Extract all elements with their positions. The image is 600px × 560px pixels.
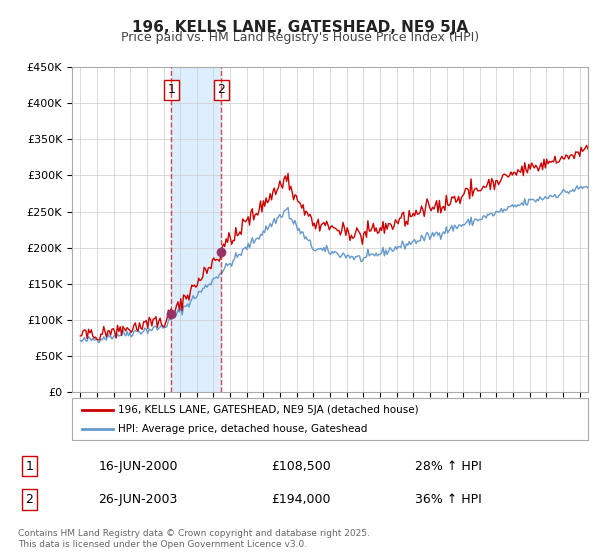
- Text: 2: 2: [25, 493, 33, 506]
- Bar: [171, 67, 221, 392]
- Text: 26-JUN-2003: 26-JUN-2003: [98, 493, 178, 506]
- Text: 1: 1: [25, 460, 33, 473]
- Text: 28% ↑ HPI: 28% ↑ HPI: [415, 460, 482, 473]
- Text: Contains HM Land Registry data © Crown copyright and database right 2025.
This d: Contains HM Land Registry data © Crown c…: [18, 529, 370, 549]
- Text: £194,000: £194,000: [271, 493, 331, 506]
- Text: 196, KELLS LANE, GATESHEAD, NE9 5JA: 196, KELLS LANE, GATESHEAD, NE9 5JA: [132, 20, 468, 35]
- Text: 2: 2: [218, 83, 226, 96]
- Text: £108,500: £108,500: [271, 460, 331, 473]
- Text: HPI: Average price, detached house, Gateshead: HPI: Average price, detached house, Gate…: [118, 424, 368, 434]
- Text: 36% ↑ HPI: 36% ↑ HPI: [415, 493, 482, 506]
- Text: 16-JUN-2000: 16-JUN-2000: [98, 460, 178, 473]
- FancyBboxPatch shape: [72, 398, 588, 440]
- Text: 196, KELLS LANE, GATESHEAD, NE9 5JA (detached house): 196, KELLS LANE, GATESHEAD, NE9 5JA (det…: [118, 405, 419, 415]
- Text: Price paid vs. HM Land Registry's House Price Index (HPI): Price paid vs. HM Land Registry's House …: [121, 31, 479, 44]
- Text: 1: 1: [167, 83, 175, 96]
